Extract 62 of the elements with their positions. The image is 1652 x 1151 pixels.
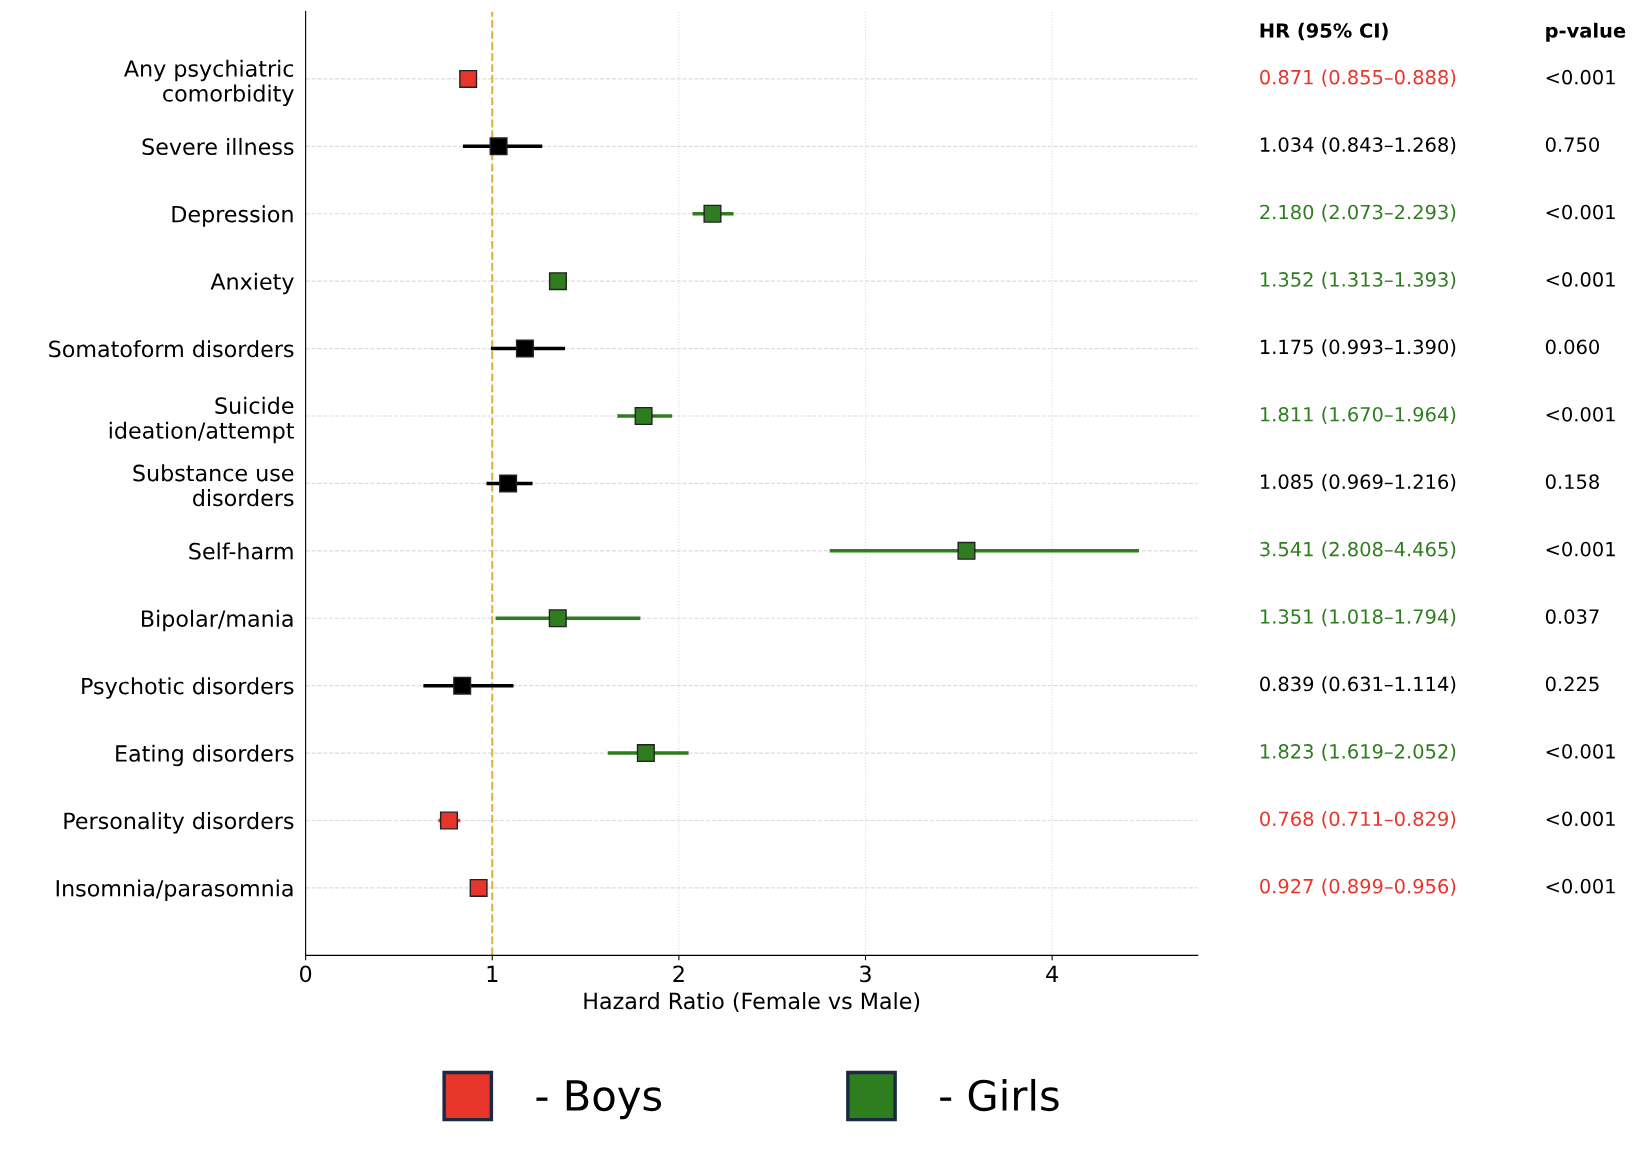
text: 0.158: [1545, 474, 1599, 490]
text: 0.225: [1545, 676, 1599, 692]
point: [515, 339, 534, 358]
point: [703, 204, 722, 223]
point: [489, 137, 508, 156]
y-tick-label: Any psychiatric comorbidity: [124, 59, 294, 107]
text: <0.001: [1546, 406, 1615, 422]
point: [548, 609, 567, 628]
text: <0.001: [1546, 204, 1615, 220]
text: <0.001: [1546, 69, 1615, 85]
text: 1.085 (0.969–1.216): [1260, 474, 1456, 492]
point: [499, 474, 518, 493]
y-tick-label: Psychotic disorders: [82, 677, 294, 699]
point: [439, 811, 458, 830]
text: 3.541 (2.808–4.465): [1260, 541, 1456, 559]
x-tick-label: 1: [487, 965, 498, 982]
point: [469, 878, 488, 897]
x-axis-title: Hazard Ratio (Female vs Male): [584, 992, 920, 1012]
text: 1.351 (1.018–1.794): [1260, 608, 1456, 627]
x-tick-label: 4: [1046, 965, 1058, 982]
text: 1.034 (0.843–1.268): [1260, 136, 1456, 155]
text: <0.001: [1546, 541, 1615, 557]
text: 1.811 (1.670–1.964): [1260, 406, 1456, 424]
x-tick-label: 3: [860, 965, 871, 983]
point: [548, 272, 567, 291]
text: 1.823 (1.619–2.052): [1260, 743, 1456, 762]
text: 0.768 (0.711–0.829): [1260, 811, 1456, 829]
point: [453, 676, 472, 695]
y-tick-label: Insomnia/parasomnia: [56, 879, 293, 901]
text: 1.175 (0.993–1.390): [1260, 339, 1456, 357]
x-tick-label: 0: [300, 965, 312, 983]
legend-label: - Boys: [536, 1080, 662, 1120]
point: [636, 744, 655, 763]
y-tick-label: Suicide ideation/attempt: [109, 396, 294, 444]
text: <0.001: [1546, 811, 1615, 827]
text: 0.060: [1545, 339, 1599, 355]
text: 0.839 (0.631–1.114): [1260, 676, 1456, 694]
y-tick-label: Personality disorders: [64, 812, 294, 834]
y-tick-label: Depression: [172, 205, 293, 227]
text: HR (95% CI): [1260, 22, 1388, 41]
text: 0.037: [1545, 609, 1599, 624]
text: p-value: [1546, 22, 1626, 42]
x-tick-label: 2: [673, 965, 684, 982]
y-tick-label: Bipolar/mania: [142, 609, 293, 632]
text: 0.927 (0.899–0.956): [1260, 878, 1456, 896]
text: 0.871 (0.855–0.888): [1260, 69, 1456, 87]
point: [459, 69, 478, 88]
point: [634, 406, 653, 426]
text: <0.001: [1546, 878, 1615, 894]
y-tick-label: Severe illness: [142, 137, 294, 156]
point: [957, 541, 976, 560]
text: 2.180 (2.073–2.293): [1260, 204, 1456, 222]
y-tick-label: Somatoform disorders: [49, 340, 294, 358]
text: <0.001: [1546, 744, 1615, 759]
y-tick-label: Substance use disorders: [133, 464, 294, 507]
legend-label: - Girls: [940, 1078, 1059, 1112]
text: <0.001: [1546, 272, 1615, 287]
text: 0.750: [1545, 137, 1599, 152]
text: 1.352 (1.313–1.393): [1260, 271, 1456, 290]
y-tick-label: Eating disorders: [116, 744, 294, 767]
y-tick-label: Self-harm: [189, 542, 293, 560]
y-tick-label: Anxiety: [210, 272, 294, 295]
